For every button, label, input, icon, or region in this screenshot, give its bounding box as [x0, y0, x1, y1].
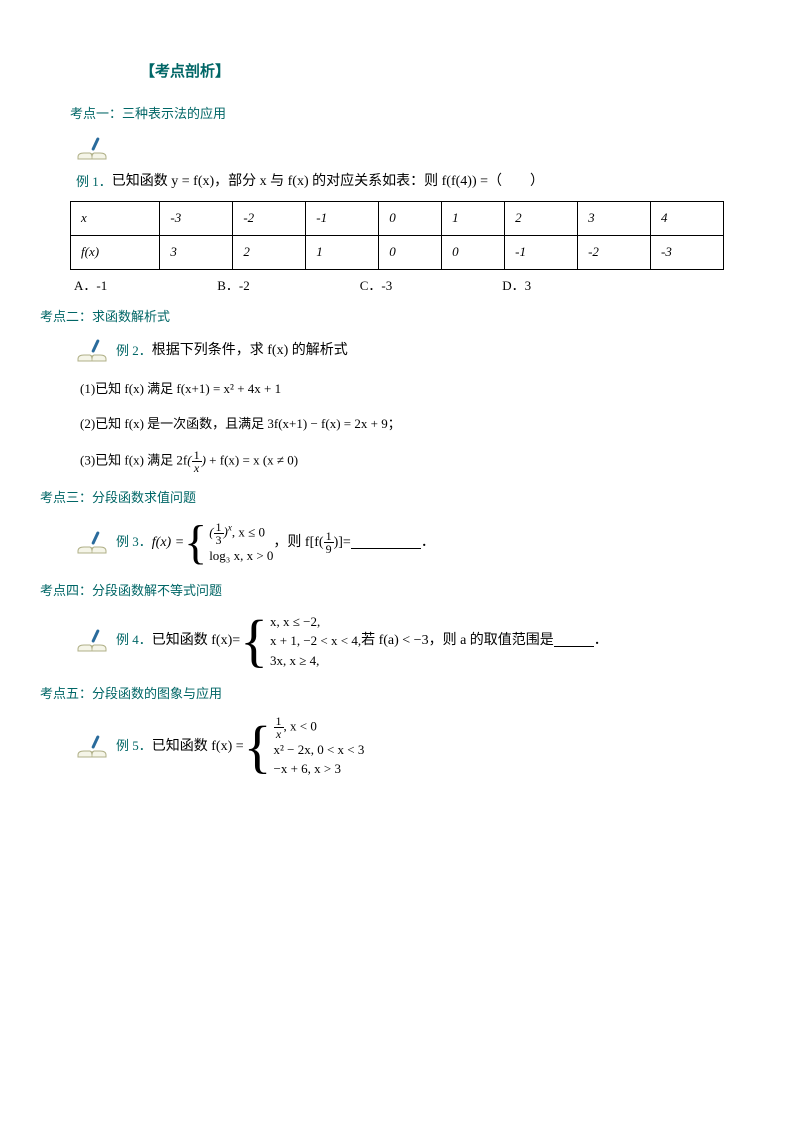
- ex5-prefix: 已知函数 f(x) =: [152, 736, 244, 758]
- example-4-row: 例 4． 已知函数 f(x)= { x, x ≤ −2, x + 1, −2 <…: [76, 612, 724, 671]
- example-5-label: 例 5．: [116, 736, 152, 757]
- book-pen-icon: [76, 529, 108, 557]
- ex3-piecewise: { (13)x, x ≤ 0 log₃ x, x > 0: [184, 519, 273, 567]
- table-cell: 4: [651, 202, 724, 236]
- subsection-5: 考点五：分段函数的图象与应用: [40, 684, 724, 705]
- ex4-piecewise: { x, x ≤ −2, x + 1, −2 < x < 4, 3x, x ≥ …: [240, 612, 361, 671]
- table-cell: -3: [651, 235, 724, 269]
- blank-answer: [554, 635, 594, 647]
- subsection-2: 考点二：求函数解析式: [40, 307, 724, 328]
- subsection-1: 考点一：三种表示法的应用: [70, 104, 724, 125]
- example-5-row: 例 5． 已知函数 f(x) = { 1x, x < 0 x² − 2x, 0 …: [76, 715, 724, 779]
- choice-b: B．-2: [217, 276, 250, 297]
- choice-c: C．-3: [360, 276, 393, 297]
- book-pen-icon: [76, 733, 108, 761]
- main-title: 【考点剖析】: [140, 60, 724, 84]
- table-cell: f(x): [71, 235, 160, 269]
- example-2-text: 根据下列条件，求 f(x) 的解析式: [152, 340, 348, 362]
- subsection-4: 考点四：分段函数解不等式问题: [40, 581, 724, 602]
- ex5-piecewise: { 1x, x < 0 x² − 2x, 0 < x < 3 −x + 6, x…: [244, 715, 365, 779]
- table-cell: 1: [306, 235, 379, 269]
- subsection-3: 考点三：分段函数求值问题: [40, 488, 724, 509]
- table-cell: -1: [306, 202, 379, 236]
- example-3-label: 例 3．: [116, 532, 152, 553]
- choice-a: A．-1: [74, 276, 107, 297]
- ex3-fx: f(x) =: [152, 532, 184, 554]
- table-cell: 1: [442, 202, 505, 236]
- function-table: x -3 -2 -1 0 1 2 3 4 f(x) 3 2 1 0 0 -1 -…: [70, 201, 724, 270]
- table-cell: -1: [505, 235, 578, 269]
- table-row: x -3 -2 -1 0 1 2 3 4: [71, 202, 724, 236]
- example-1-label: 例 1．: [76, 172, 112, 193]
- example-1-row: 例 1． 已知函数 y = f(x)，部分 x 与 f(x) 的对应关系如表：则…: [76, 171, 724, 193]
- table-cell: -2: [233, 202, 306, 236]
- table-cell: 0: [379, 202, 442, 236]
- ex4-prefix: 已知函数 f(x)=: [152, 630, 240, 652]
- table-cell: -2: [578, 235, 651, 269]
- table-row: f(x) 3 2 1 0 0 -1 -2 -3: [71, 235, 724, 269]
- ex4-cond: 若 f(a) < −3，则 a 的取值范围是: [361, 630, 554, 652]
- ex2-3-post: + f(x) = x (x ≠ 0): [206, 452, 298, 467]
- ex3-mid: ，则 f[f(: [273, 532, 323, 554]
- table-cell: 0: [442, 235, 505, 269]
- example-4-label: 例 4．: [116, 630, 152, 651]
- book-pen-icon: [76, 337, 108, 365]
- table-cell: 3: [578, 202, 651, 236]
- table-cell: 3: [160, 235, 233, 269]
- table-cell: -3: [160, 202, 233, 236]
- ex2-sub3: (3)已知 f(x) 满足 2f(1x) + f(x) = x (x ≠ 0): [80, 449, 724, 474]
- example-2-row: 例 2． 根据下列条件，求 f(x) 的解析式: [76, 337, 724, 365]
- table-cell: 2: [233, 235, 306, 269]
- ex2-sub2: (2)已知 f(x) 是一次函数，且满足 3f(x+1) − f(x) = 2x…: [80, 414, 724, 435]
- example-3-row: 例 3． f(x) = { (13)x, x ≤ 0 log₃ x, x > 0…: [76, 519, 724, 567]
- example-2-label: 例 2．: [116, 341, 152, 362]
- table-cell: x: [71, 202, 160, 236]
- table-cell: 0: [379, 235, 442, 269]
- choices-row: A．-1 B．-2 C．-3 D．3: [74, 276, 724, 297]
- blank-answer: [351, 537, 421, 549]
- ex2-3-pre: (3)已知 f(x) 满足 2f: [80, 452, 187, 467]
- choice-d: D．3: [502, 276, 531, 297]
- book-pen-icon: [76, 135, 108, 163]
- book-pen-icon: [76, 627, 108, 655]
- example-1-text: 已知函数 y = f(x)，部分 x 与 f(x) 的对应关系如表：则 f(f(…: [112, 171, 544, 193]
- table-cell: 2: [505, 202, 578, 236]
- ex2-sub1: (1)已知 f(x) 满足 f(x+1) = x² + 4x + 1: [80, 379, 724, 400]
